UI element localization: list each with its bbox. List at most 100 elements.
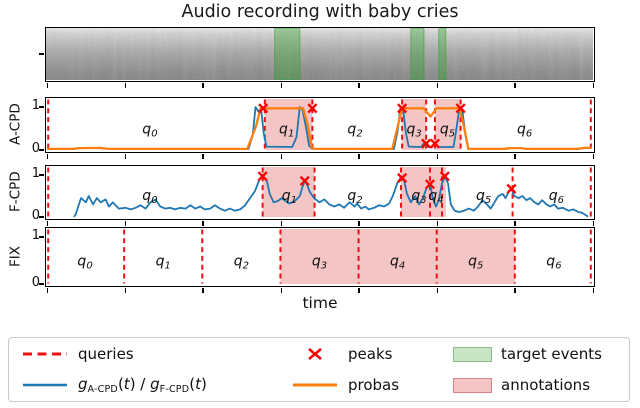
peak-marker [257, 171, 268, 182]
segment-label: q6 [549, 188, 564, 206]
target-event-region [274, 28, 301, 80]
segment-label: q1 [156, 254, 171, 272]
annotation-region [358, 229, 437, 284]
x-tick-mark [202, 287, 205, 293]
y-tick-mark [39, 236, 45, 238]
y-tick-label: 0 [31, 275, 40, 290]
annotation-region [401, 167, 446, 217]
legend-item-target-events: target events [439, 339, 629, 370]
y-axis-label-fcpd: F-CPD [7, 171, 24, 212]
x-tick-mark [280, 220, 283, 226]
annotation-region [280, 229, 359, 284]
x-tick-mark [202, 82, 205, 88]
peak-marker [299, 175, 310, 186]
spectrogram-streak-texture [46, 28, 593, 80]
y-axis-label-acpd: A-CPD [7, 103, 24, 145]
peak-marker [421, 138, 432, 149]
x-tick-mark [46, 82, 49, 88]
legend-column-1: queries gA-CPD(t) / gF-CPD(t) [9, 339, 279, 401]
x-tick-mark [124, 153, 127, 159]
y-axis-label-fix: FIX [7, 246, 24, 268]
x-tick-mark [436, 220, 439, 226]
x-tick-mark [124, 287, 127, 293]
y-tick-mark [39, 106, 45, 108]
acpd-plot: q0 q1 q2 q3 q5 q6 [46, 99, 593, 151]
legend-column-2: peaks probas [279, 339, 439, 401]
legend-label-target-events: target events [501, 345, 602, 363]
x-tick-mark [592, 220, 595, 226]
acpd-panel: q0 q1 q2 q3 q5 q6 1 0 [32, 97, 595, 159]
x-tick-mark [358, 287, 361, 293]
legend-label-peaks: peaks [348, 345, 393, 363]
peak-marker [424, 179, 436, 190]
peak-marker [455, 103, 466, 114]
peak-marker [258, 103, 269, 114]
x-tick-mark [202, 153, 205, 159]
x-tick-mark [514, 82, 517, 88]
legend-item-peaks: peaks [279, 339, 439, 370]
x-tick-mark [46, 220, 49, 226]
legend-label-annotations: annotations [501, 376, 591, 394]
y-tick-label: 1 [31, 228, 40, 243]
annotation-region [436, 229, 515, 284]
segment-label: q2 [347, 188, 362, 206]
legend-label-g-functions: gA-CPD(t) / gF-CPD(t) [78, 375, 207, 395]
x-tick-mark [592, 82, 595, 88]
legend-item-probas: probas [279, 370, 439, 401]
segment-label: q2 [234, 254, 249, 272]
spectrogram-ytick-mark [39, 53, 45, 55]
x-tick-mark [436, 153, 439, 159]
spectrogram-image [46, 28, 593, 80]
peak-marker [429, 138, 440, 149]
y-tick-mark [39, 216, 45, 218]
peak-marker [307, 103, 318, 114]
g-acpd-curve [47, 106, 592, 150]
x-tick-mark [514, 287, 517, 293]
legend-item-g-functions: gA-CPD(t) / gF-CPD(t) [9, 370, 279, 401]
x-tick-mark [124, 220, 127, 226]
x-tick-mark [124, 82, 127, 88]
x-tick-mark [514, 220, 517, 226]
segment-label: q0 [142, 122, 157, 140]
peak-marker [506, 183, 517, 194]
segment-label: q0 [142, 188, 157, 206]
target-event-region [438, 28, 447, 80]
spectrogram-panel [39, 27, 595, 88]
x-tick-mark [592, 287, 595, 293]
probas-line-swatch [293, 383, 337, 387]
y-tick-mark [39, 174, 45, 176]
legend: queries gA-CPD(t) / gF-CPD(t) peaks p [8, 337, 630, 402]
x-tick-mark [202, 220, 205, 226]
y-tick-label: 0 [31, 208, 40, 223]
annotations-patch-swatch [453, 377, 492, 393]
segment-label: q2 [347, 122, 362, 140]
x-tick-mark [436, 82, 439, 88]
target-event-region [410, 28, 425, 80]
x-tick-mark [46, 287, 49, 293]
y-tick-mark [39, 149, 45, 151]
probas-curve [46, 107, 593, 151]
g-curve-line-swatch [23, 383, 67, 387]
x-tick-mark [436, 287, 439, 293]
annotation-region [262, 167, 315, 217]
legend-item-queries: queries [9, 339, 279, 370]
x-tick-mark [592, 153, 595, 159]
queries-dashed-line-swatch [23, 352, 67, 356]
x-tick-mark [280, 82, 283, 88]
g-fcpd-curve [73, 174, 589, 218]
x-tick-mark [358, 153, 361, 159]
x-tick-mark [358, 82, 361, 88]
y-tick-mark [39, 283, 45, 285]
y-tick-label: 1 [31, 166, 40, 181]
x-axis-label: time [302, 294, 338, 312]
x-tick-mark [358, 220, 361, 226]
legend-label-probas: probas [348, 376, 400, 394]
peak-marker [439, 171, 450, 182]
segment-label: q6 [517, 122, 532, 140]
x-tick-mark [46, 153, 49, 159]
figure-title: Audio recording with baby cries [181, 2, 459, 22]
y-tick-label: 1 [31, 98, 40, 113]
